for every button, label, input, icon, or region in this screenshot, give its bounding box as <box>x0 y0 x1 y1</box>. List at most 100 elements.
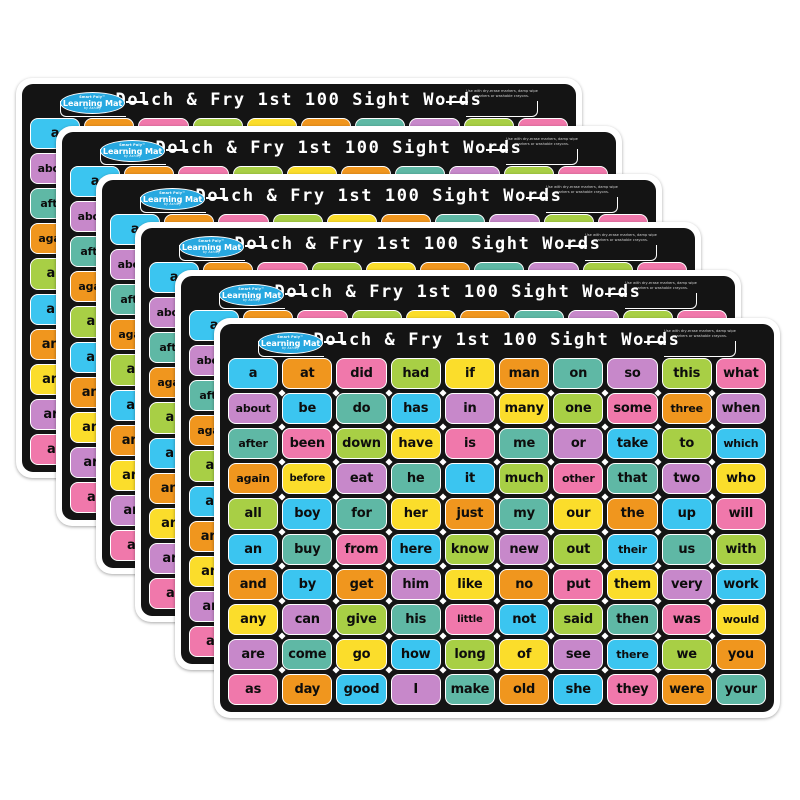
sight-word-tile[interactable]: I <box>390 673 441 705</box>
sight-word-tile[interactable]: know <box>444 533 495 565</box>
sight-word-tile[interactable]: her <box>390 498 441 530</box>
sight-word-tile[interactable]: much <box>499 463 550 495</box>
sight-word-tile[interactable]: was <box>661 603 712 635</box>
sight-word-tile[interactable]: many <box>499 393 550 425</box>
sight-word-tile[interactable]: make <box>444 673 495 705</box>
sight-word-tile[interactable]: who <box>715 463 766 495</box>
sight-word-tile[interactable]: three <box>661 393 712 425</box>
sight-word-tile[interactable]: his <box>390 603 441 635</box>
sight-word-tile[interactable]: from <box>336 533 387 565</box>
sight-word-tile[interactable]: a <box>228 358 279 390</box>
sight-word-tile[interactable]: any <box>228 603 279 635</box>
sight-word-tile[interactable]: again <box>228 463 279 495</box>
sight-word-tile[interactable]: long <box>444 638 495 670</box>
sight-word-tile[interactable]: us <box>661 533 712 565</box>
sight-word-tile[interactable]: there <box>607 638 658 670</box>
sight-word-tile[interactable]: good <box>336 673 387 705</box>
sight-word-tile[interactable]: me <box>499 428 550 460</box>
sight-word-tile[interactable]: work <box>715 568 766 600</box>
sight-word-tile[interactable]: their <box>607 533 658 565</box>
sight-word-tile[interactable]: they <box>607 673 658 705</box>
sight-word-tile[interactable]: give <box>336 603 387 635</box>
sight-word-tile[interactable]: the <box>607 498 658 530</box>
sight-word-tile[interactable]: is <box>444 428 495 460</box>
sight-word-tile[interactable]: up <box>661 498 712 530</box>
sight-word-tile[interactable]: down <box>336 428 387 460</box>
sight-word-tile[interactable]: get <box>336 568 387 600</box>
sight-word-tile[interactable]: you <box>715 638 766 670</box>
sight-word-tile[interactable]: were <box>661 673 712 705</box>
sight-word-tile[interactable]: that <box>607 463 658 495</box>
sight-word-tile[interactable]: them <box>607 568 658 600</box>
sight-word-tile[interactable]: are <box>228 638 279 670</box>
sight-word-tile[interactable]: have <box>390 428 441 460</box>
sight-word-tile[interactable]: our <box>553 498 604 530</box>
sight-word-tile[interactable]: on <box>553 358 604 390</box>
sight-word-tile[interactable]: we <box>661 638 712 670</box>
sight-words-learning-mat-front[interactable]: Smart Poly™ Learning Mat by Ashley Dolch… <box>214 318 780 718</box>
sight-word-tile[interactable]: in <box>444 393 495 425</box>
sight-word-tile[interactable]: to <box>661 428 712 460</box>
sight-word-tile[interactable]: two <box>661 463 712 495</box>
sight-word-tile[interactable]: go <box>336 638 387 670</box>
sight-word-tile[interactable]: put <box>553 568 604 600</box>
sight-word-tile[interactable]: an <box>228 533 279 565</box>
sight-word-tile[interactable]: little <box>444 603 495 635</box>
sight-word-tile[interactable]: will <box>715 498 766 530</box>
sight-word-tile[interactable]: him <box>390 568 441 600</box>
sight-word-tile[interactable]: day <box>282 673 333 705</box>
sight-word-tile[interactable]: like <box>444 568 495 600</box>
sight-word-tile[interactable]: very <box>661 568 712 600</box>
sight-word-tile[interactable]: here <box>390 533 441 565</box>
sight-word-tile[interactable]: eat <box>336 463 387 495</box>
sight-word-tile[interactable]: see <box>553 638 604 670</box>
sight-word-tile[interactable]: what <box>715 358 766 390</box>
sight-word-tile[interactable]: your <box>715 673 766 705</box>
sight-word-tile[interactable]: just <box>444 498 495 530</box>
sight-word-tile[interactable]: new <box>499 533 550 565</box>
sight-word-tile[interactable]: it <box>444 463 495 495</box>
sight-word-tile[interactable]: and <box>228 568 279 600</box>
sight-word-tile[interactable]: my <box>499 498 550 530</box>
sight-word-tile[interactable]: other <box>553 463 604 495</box>
sight-word-tile[interactable]: be <box>282 393 333 425</box>
sight-word-tile[interactable]: had <box>390 358 441 390</box>
sight-word-tile[interactable]: out <box>553 533 604 565</box>
sight-word-tile[interactable]: been <box>282 428 333 460</box>
sight-word-tile[interactable]: she <box>553 673 604 705</box>
sight-word-tile[interactable]: after <box>228 428 279 460</box>
sight-word-tile[interactable]: has <box>390 393 441 425</box>
sight-word-tile[interactable]: then <box>607 603 658 635</box>
sight-word-tile[interactable]: one <box>553 393 604 425</box>
sight-word-tile[interactable]: come <box>282 638 333 670</box>
sight-word-tile[interactable]: when <box>715 393 766 425</box>
sight-word-tile[interactable]: at <box>282 358 333 390</box>
sight-word-tile[interactable]: can <box>282 603 333 635</box>
sight-word-tile[interactable]: said <box>553 603 604 635</box>
sight-word-tile[interactable]: old <box>499 673 550 705</box>
sight-word-tile[interactable]: all <box>228 498 279 530</box>
sight-word-tile[interactable]: he <box>390 463 441 495</box>
sight-word-tile[interactable]: so <box>607 358 658 390</box>
sight-word-tile[interactable]: or <box>553 428 604 460</box>
sight-word-tile[interactable]: for <box>336 498 387 530</box>
sight-word-tile[interactable]: if <box>444 358 495 390</box>
sight-word-tile[interactable]: some <box>607 393 658 425</box>
sight-word-tile[interactable]: not <box>499 603 550 635</box>
sight-word-tile[interactable]: buy <box>282 533 333 565</box>
sight-word-tile[interactable]: no <box>499 568 550 600</box>
sight-word-tile[interactable]: how <box>390 638 441 670</box>
sight-word-tile[interactable]: with <box>715 533 766 565</box>
sight-word-tile[interactable]: take <box>607 428 658 460</box>
sight-word-tile[interactable]: about <box>228 393 279 425</box>
sight-word-tile[interactable]: as <box>228 673 279 705</box>
sight-word-tile[interactable]: which <box>715 428 766 460</box>
sight-word-tile[interactable]: of <box>499 638 550 670</box>
sight-word-tile[interactable]: before <box>282 463 333 495</box>
sight-word-tile[interactable]: would <box>715 603 766 635</box>
sight-word-tile[interactable]: do <box>336 393 387 425</box>
sight-word-tile[interactable]: did <box>336 358 387 390</box>
sight-word-tile[interactable]: boy <box>282 498 333 530</box>
sight-word-tile[interactable]: by <box>282 568 333 600</box>
sight-word-tile[interactable]: man <box>499 358 550 390</box>
